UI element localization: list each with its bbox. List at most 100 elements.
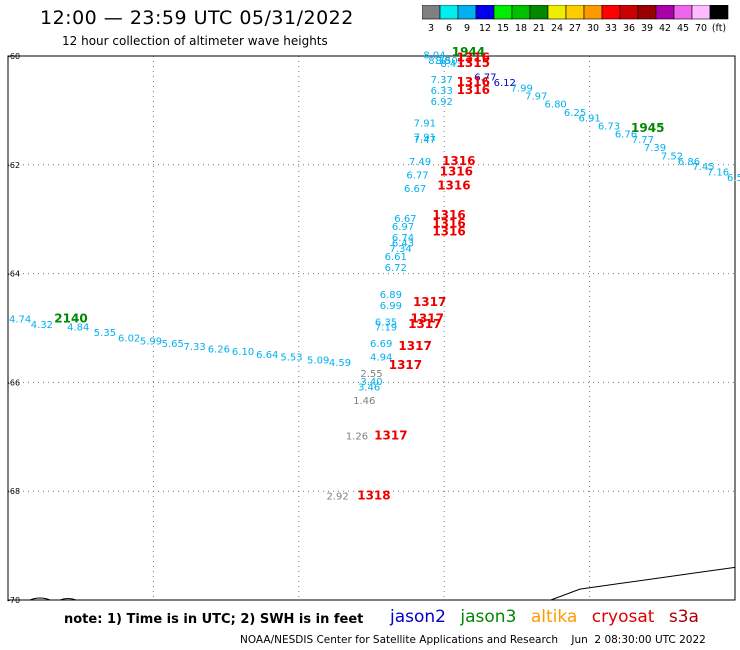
time-label: 1317 — [398, 339, 431, 353]
chart-title: 12:00 — 23:59 UTC 05/31/2022 — [40, 7, 354, 29]
wave-height-label: 2.92 — [326, 491, 348, 502]
wave-height-label: 6.25 — [564, 108, 586, 119]
wave-height-label: 4.32 — [31, 320, 53, 331]
y-tick-label: -60 — [7, 52, 20, 61]
wave-height-label: 8.04 — [423, 51, 445, 62]
wave-height-label: 6.77 — [406, 170, 428, 181]
wave-height-label: 6.26 — [208, 344, 230, 355]
wave-height-label: 5.99 — [140, 336, 162, 347]
wave-height-label: 4.59 — [329, 358, 351, 369]
wave-height-label: 8.50 — [435, 56, 457, 67]
wave-height-label: 6.61 — [385, 252, 407, 263]
wave-height-label: 6.76 — [615, 130, 637, 141]
wave-height-label: 7.47 — [414, 135, 436, 146]
wave-height-label: 4.94 — [370, 353, 392, 364]
time-label: 1316 — [432, 225, 465, 239]
wave-height-label: 6.35 — [375, 317, 397, 328]
colorbar-label: 21 — [533, 23, 545, 34]
wave-height-label: 6.99 — [380, 301, 402, 312]
wave-height-label: 6.91 — [578, 113, 600, 124]
y-tick-label: -68 — [7, 487, 20, 496]
wave-height-label: 5.35 — [94, 328, 116, 339]
wave-height-label: 6.77 — [474, 72, 496, 83]
y-tick-label: -70 — [7, 596, 20, 605]
time-label: 1944 — [452, 45, 485, 59]
coastline — [29, 597, 77, 601]
wave-height-label: 6.02 — [118, 334, 140, 345]
colorbar-label: 39 — [641, 23, 653, 34]
wave-height-label: 6.43 — [392, 238, 414, 249]
wave-height-label: 6.72 — [385, 263, 407, 274]
wave-height-label: 8.43 — [440, 59, 462, 70]
wave-height-label: 7.33 — [183, 342, 205, 353]
wave-height-label: 4.84 — [67, 323, 89, 334]
mission-s3a: s3a — [668, 607, 699, 627]
wave-height-label: 6.69 — [370, 339, 392, 350]
wave-height-label: 6.73 — [598, 121, 620, 132]
time-label: 1316 — [437, 178, 470, 192]
wave-height-label: 6.5 — [727, 173, 740, 184]
time-label: 1316 — [440, 165, 473, 179]
colorbar-label: 18 — [515, 23, 527, 34]
time-label: 1316 — [457, 83, 490, 97]
footer-credit: NOAA/NESDIS Center for Satellite Applica… — [240, 634, 706, 646]
colorbar-label: 3 — [428, 23, 434, 34]
colorbar-label: 6 — [446, 23, 452, 34]
wave-height-label: 1.46 — [353, 396, 375, 407]
wave-height-label: 6.12 — [494, 78, 516, 89]
time-label: 1317 — [408, 317, 441, 331]
wave-height-label: 7.34 — [389, 244, 411, 255]
wave-height-label: 6.97 — [392, 222, 414, 233]
wave-height-label: 7.97 — [525, 92, 547, 103]
wave-height-plot: 03691215-60-62-64-66-68-708.048.388.508.… — [7, 45, 740, 605]
time-label: 1316 — [432, 208, 465, 222]
wave-height-label: 3.40 — [360, 377, 382, 388]
time-label: 2140 — [54, 312, 87, 326]
wave-height-label: 7.91 — [414, 132, 436, 143]
time-label: 1316 — [457, 75, 490, 89]
time-label: 1318 — [357, 488, 390, 502]
time-label: 1316 — [432, 216, 465, 230]
time-label: 1317 — [389, 358, 422, 372]
colorbar-label: 15 — [497, 23, 509, 34]
colorbar-swatch — [709, 5, 729, 20]
chart-subtitle: 12 hour collection of altimeter wave hei… — [62, 34, 328, 48]
wave-height-label: 7.77 — [632, 135, 654, 146]
colorbar-label: 45 — [677, 23, 689, 34]
mission-legend: jason2 jason3 altika cryosat s3a — [390, 607, 708, 627]
wave-height-label: 7.19 — [375, 323, 397, 334]
wave-height-label: 1.26 — [346, 432, 368, 443]
time-label: 1317 — [413, 295, 446, 309]
wave-height-label: 6.89 — [380, 290, 402, 301]
coastline — [550, 566, 736, 601]
wave-height-label: 7.49 — [409, 157, 431, 168]
wave-height-label: 7.99 — [511, 83, 533, 94]
colorbar-legend: 3 6 9 12 15 18 21 24 27 30 33 36 39 42 45 70 (ft) — [422, 5, 729, 34]
time-label: 1315 — [457, 56, 490, 70]
wave-height-label: 8.38 — [428, 56, 450, 67]
mission-jason3: jason3 — [460, 607, 517, 627]
time-label: 1317 — [411, 312, 444, 326]
y-tick-label: -64 — [7, 270, 20, 279]
wave-height-label: 7.37 — [431, 75, 453, 86]
colorbar-label: 27 — [569, 23, 581, 34]
time-label: 1316 — [457, 50, 490, 64]
colorbar-label: 36 — [623, 23, 635, 34]
colorbar-label: 9 — [464, 23, 470, 34]
wave-height-label: 2.55 — [360, 369, 382, 380]
mission-altika: altika — [530, 607, 578, 627]
wave-height-label: 7.52 — [661, 151, 683, 162]
colorbar-label: 42 — [659, 23, 671, 34]
colorbar-label: 24 — [551, 23, 563, 34]
wave-height-label: 7.16 — [707, 168, 729, 179]
mission-jason2: jason2 — [390, 607, 446, 627]
wave-height-label: 5.09 — [307, 355, 329, 366]
wave-height-label: 6.10 — [232, 347, 254, 358]
wave-height-label: 6.92 — [431, 97, 453, 108]
wave-height-label: 6.80 — [545, 100, 567, 111]
wave-height-label: 6.86 — [678, 157, 700, 168]
wave-height-label: 7.45 — [692, 162, 714, 173]
wave-height-label: 5.65 — [162, 339, 184, 350]
colorbar-label: 30 — [587, 23, 599, 34]
wave-height-label: 5.53 — [280, 353, 302, 364]
